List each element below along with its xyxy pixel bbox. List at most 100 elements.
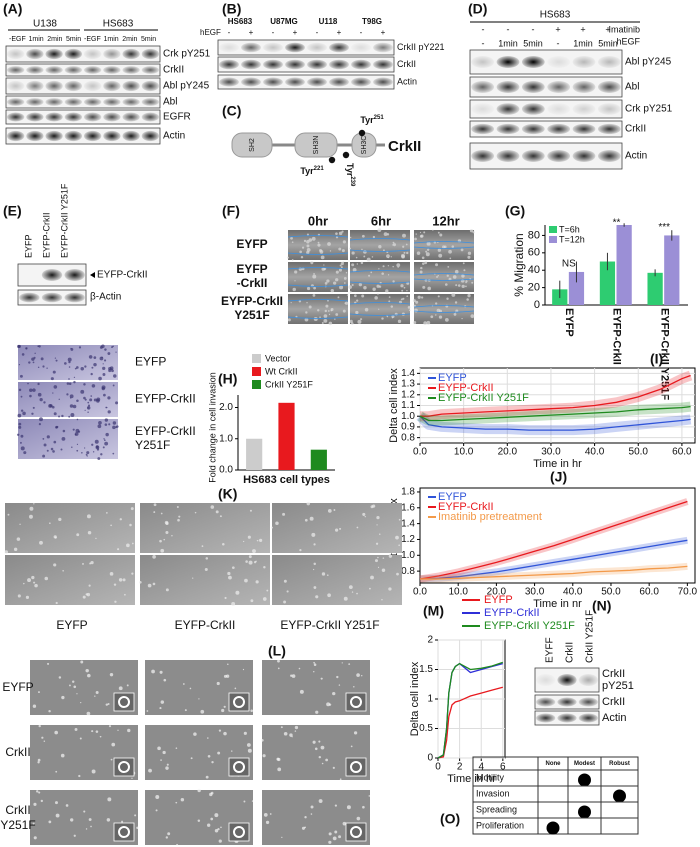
cell-speck <box>269 813 272 815</box>
cell-speck <box>80 702 82 704</box>
cell-speck <box>426 241 431 246</box>
cell-speck <box>294 270 298 274</box>
cell-speck <box>40 799 44 803</box>
line <box>437 661 504 759</box>
cell-speck <box>250 599 254 603</box>
cell-speck <box>211 760 214 764</box>
cell-speck <box>298 300 302 303</box>
cell-speck <box>362 805 365 809</box>
cell-speck <box>381 599 383 601</box>
cell-speck <box>364 515 366 518</box>
y-axis-label: Delta cell index <box>388 368 400 443</box>
cell-speck <box>425 250 428 253</box>
cell-speck <box>311 236 316 241</box>
blot-band <box>536 697 556 707</box>
y-axis-label: % Migration <box>512 233 526 296</box>
x-tick-label: 20.0 <box>498 447 518 458</box>
cell-speck <box>242 668 245 671</box>
cell-speck <box>326 702 331 707</box>
cell-speck <box>38 423 41 426</box>
cell-speck <box>335 270 339 274</box>
cell-speck <box>78 346 82 349</box>
lane-label: -EGF <box>84 36 101 43</box>
cell-speck <box>444 317 449 322</box>
cell-speck <box>359 318 363 321</box>
cell-speck <box>231 602 236 607</box>
cell-speck <box>205 557 209 560</box>
blot-band <box>471 150 495 162</box>
cell-speck <box>78 774 81 778</box>
band-label: CrkII <box>163 65 184 76</box>
cell-speck <box>197 788 201 793</box>
blot-band <box>64 98 83 106</box>
row-label: EYFP-CrkII <box>135 392 196 406</box>
cell-speck <box>29 506 34 511</box>
panel-label: (F) <box>222 203 240 219</box>
cell-speck <box>86 406 91 410</box>
legend-label: EYFP-CrkII <box>438 501 494 513</box>
cell-speck <box>121 820 124 823</box>
row-label: Motility <box>476 772 505 782</box>
x-tick-label: 40.0 <box>563 587 583 598</box>
cell-speck <box>100 453 103 456</box>
cell-speck <box>335 278 339 282</box>
x-tick-label: 50.0 <box>601 587 621 598</box>
x-tick-label: 6 <box>500 762 506 773</box>
cell-speck <box>356 299 359 302</box>
site-label: Tyr239 <box>345 163 356 187</box>
cell-speck <box>98 376 102 381</box>
lane-label: EYFF <box>545 637 556 663</box>
cell-speck <box>448 249 452 254</box>
cell-speck <box>390 256 392 258</box>
cell-speck <box>38 791 41 794</box>
cell-speck <box>407 306 411 309</box>
cell-speck <box>408 309 411 312</box>
cell-speck <box>435 263 439 267</box>
cell-speck <box>38 724 41 728</box>
cell-speck <box>176 843 179 846</box>
sign: 1min <box>498 38 518 48</box>
band-label: Actin <box>163 131 185 142</box>
cell-speck <box>329 250 332 252</box>
cell-speck <box>175 747 178 749</box>
wound-edge <box>349 270 411 273</box>
blot-band <box>285 42 305 53</box>
cell-speck <box>101 356 103 359</box>
cell-speck <box>415 300 419 304</box>
annotation: ** <box>613 218 621 229</box>
cell-speck <box>390 305 394 308</box>
y-tick-label: 2.0 <box>219 402 233 413</box>
cell-speck <box>32 704 37 708</box>
cell-speck <box>110 524 112 527</box>
cell-speck <box>338 835 342 839</box>
cell-speck <box>400 284 404 288</box>
inset-cell <box>233 826 245 838</box>
cell-speck <box>50 447 54 451</box>
cell-speck <box>91 443 94 446</box>
cell-label: T98G <box>362 17 382 26</box>
cell-speck <box>139 580 142 584</box>
y-tick-label: 0.8 <box>401 566 415 577</box>
site-label: Tyr251 <box>360 115 384 126</box>
cell-speck <box>374 559 378 563</box>
cell-speck <box>194 511 197 514</box>
y-tick-label: 20 <box>528 282 540 294</box>
row-label: CrkII <box>5 803 30 817</box>
cell-speck <box>114 600 117 603</box>
cell-speck <box>25 595 30 599</box>
sign: + <box>381 28 386 37</box>
blot-band <box>122 98 140 106</box>
cell-speck <box>91 730 94 733</box>
lane-label: CrkII <box>565 642 576 663</box>
cell-speck <box>109 672 114 677</box>
cell-speck <box>18 425 22 429</box>
cell-speck <box>167 832 171 836</box>
blot-band <box>64 292 85 303</box>
cell-speck <box>103 438 105 440</box>
cell-speck <box>277 757 281 762</box>
cell-speck <box>76 366 79 369</box>
cell-speck <box>107 703 110 706</box>
cell-speck <box>406 289 408 292</box>
cell-speck <box>353 686 355 688</box>
cell-speck <box>76 693 78 695</box>
